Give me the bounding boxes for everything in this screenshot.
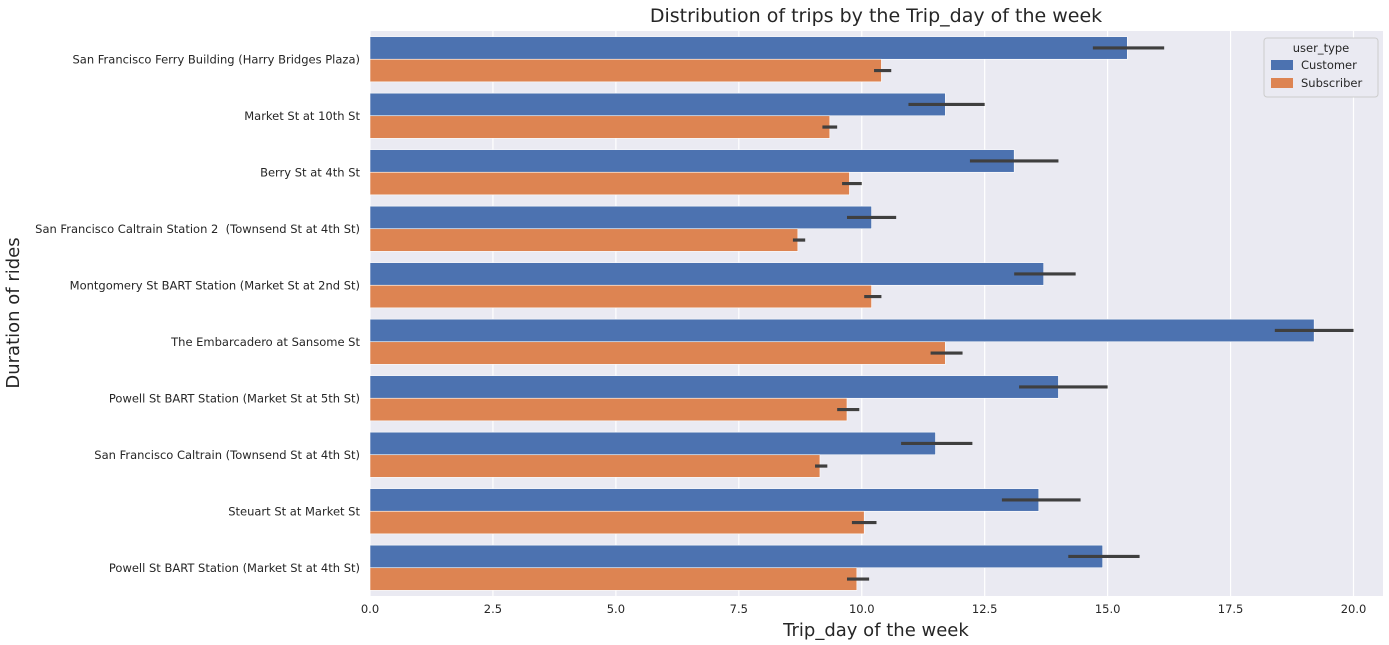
y-axis-label: Duration of rides	[3, 237, 24, 388]
category-label: Powell St BART Station (Market St at 5th…	[109, 391, 360, 405]
bar-customer	[369, 488, 1040, 512]
x-tick-label: 12.5	[972, 602, 998, 616]
x-tick-label: 0.0	[361, 602, 379, 616]
bar-customer	[369, 92, 946, 117]
bar-subscriber	[369, 510, 865, 535]
category-label: San Francisco Ferry Building (Harry Brid…	[72, 52, 360, 66]
x-tick-label: 17.5	[1218, 602, 1244, 616]
bar-subscriber	[369, 454, 821, 478]
bar-subscriber	[369, 58, 882, 83]
category-label: San Francisco Caltrain (Townsend St at 4…	[94, 448, 360, 462]
legend-label-subscriber: Subscriber	[1301, 76, 1363, 90]
chart-title: Distribution of trips by the Trip_day of…	[650, 5, 1102, 27]
bar-customer	[369, 36, 1128, 60]
legend-swatch-customer	[1271, 60, 1293, 70]
category-label: Montgomery St BART Station (Market St at…	[70, 278, 360, 292]
legend-label-customer: Customer	[1301, 58, 1357, 72]
category-label: Powell St BART Station (Market St at 4th…	[109, 561, 360, 575]
bar-subscriber	[369, 228, 799, 252]
category-labels: San Francisco Ferry Building (Harry Brid…	[35, 52, 360, 575]
category-label: Berry St at 4th St	[260, 165, 360, 179]
bar-subscriber	[369, 567, 858, 591]
legend: user_type Customer Subscriber	[1263, 37, 1379, 98]
category-label: Steuart St at Market St	[228, 504, 360, 518]
category-label: San Francisco Caltrain Station 2 (Townse…	[35, 222, 360, 236]
bar-subscriber	[369, 115, 831, 139]
bars	[369, 36, 1315, 591]
bar-customer	[369, 205, 872, 230]
x-axis-label: Trip_day of the week	[782, 620, 969, 641]
legend-title: user_type	[1293, 41, 1350, 55]
bar-subscriber	[369, 284, 872, 309]
error-bars	[792, 46, 1354, 581]
x-tick-label: 5.0	[607, 602, 625, 616]
category-label: The Embarcadero at Sansome St	[170, 335, 360, 349]
bar-customer	[369, 149, 1015, 173]
x-tick-label: 10.0	[849, 602, 875, 616]
x-tick-label: 7.5	[730, 602, 748, 616]
x-tick-label: 20.0	[1341, 602, 1367, 616]
bar-subscriber	[369, 397, 848, 422]
bar-customer	[369, 318, 1315, 343]
x-tick-labels: 0.0 2.5 5.0 7.5 10.0 12.5 15.0 17.5 20.0	[361, 602, 1366, 616]
category-label: Market St at 10th St	[244, 109, 360, 123]
legend-swatch-subscriber	[1271, 78, 1293, 88]
bar-customer	[369, 544, 1104, 569]
bar-subscriber	[369, 341, 946, 365]
x-tick-label: 15.0	[1095, 602, 1121, 616]
x-tick-label: 2.5	[484, 602, 502, 616]
bar-customer	[369, 375, 1059, 399]
bar-customer	[369, 262, 1044, 286]
bar-subscriber	[369, 171, 850, 196]
bar-customer	[369, 431, 936, 456]
